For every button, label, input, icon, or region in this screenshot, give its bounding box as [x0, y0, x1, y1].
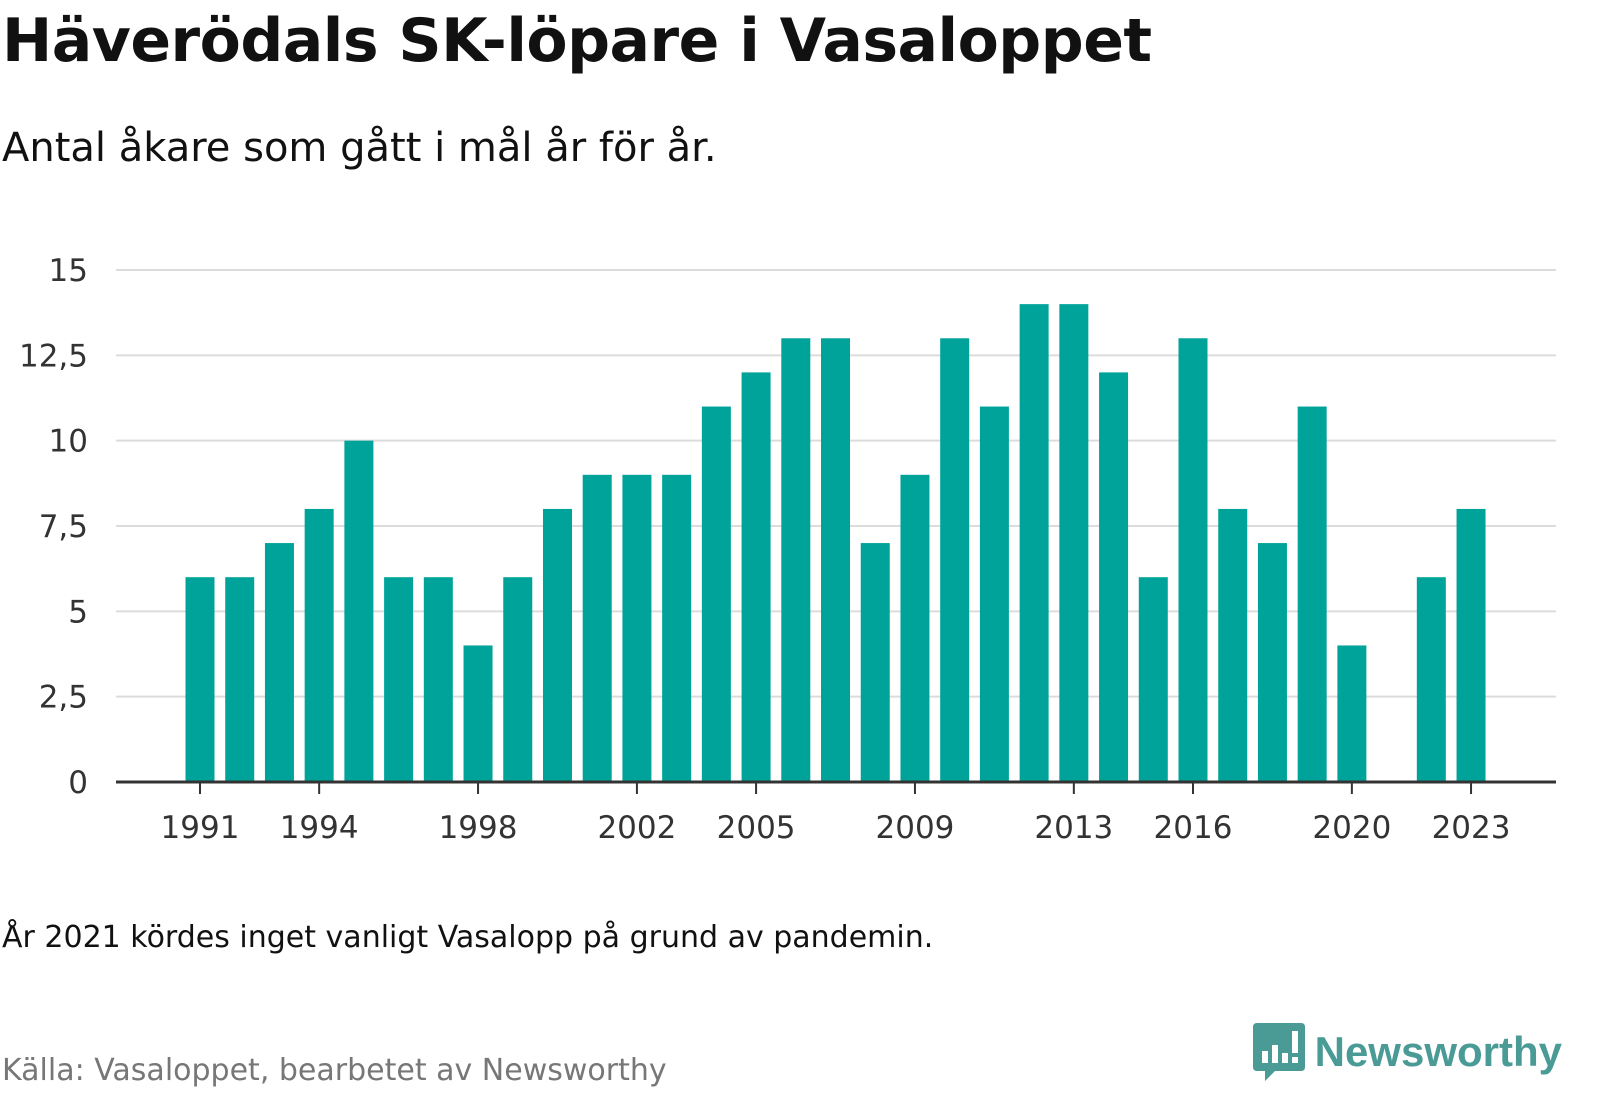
bar — [622, 474, 652, 782]
bar — [384, 577, 414, 782]
bar-chart: 0 2,5 5 7,5 10 12,5 15 1991 1994 1998 2002 2005 2009… — [19, 253, 1556, 846]
bar — [344, 440, 374, 782]
x-tick-label: 1998 — [439, 810, 518, 846]
x-tick-label: 1991 — [161, 810, 240, 846]
bar — [701, 406, 731, 782]
bar — [781, 338, 811, 782]
y-tick-label: 7,5 — [39, 509, 88, 545]
x-tick-label: 2020 — [1312, 810, 1391, 846]
bar — [503, 577, 533, 782]
y-tick-label: 12,5 — [19, 338, 88, 374]
source-credit: Källa: Vasaloppet, bearbetet av Newswort… — [2, 1053, 667, 1088]
newsworthy-logo-icon — [1252, 1023, 1305, 1081]
bar — [463, 645, 493, 782]
y-tick-label: 5 — [68, 594, 88, 630]
x-tick-label: 2016 — [1154, 810, 1233, 846]
bar — [1456, 508, 1486, 782]
bar — [900, 474, 930, 782]
bar — [423, 577, 453, 782]
y-tick-label: 10 — [49, 424, 88, 460]
y-tick-label: 15 — [49, 253, 88, 289]
bar — [185, 577, 215, 782]
bar — [264, 543, 294, 782]
chart-subtitle: Antal åkare som gått i mål år för år. — [2, 125, 717, 171]
bar — [1099, 372, 1129, 782]
bar — [225, 577, 255, 782]
bar — [1257, 543, 1287, 782]
bar — [1337, 645, 1367, 782]
bar — [1059, 304, 1089, 782]
x-tick-label: 2023 — [1432, 810, 1511, 846]
bar — [1019, 304, 1049, 782]
chart-title: Häverödals SK-löpare i Vasaloppet — [2, 6, 1152, 76]
newsworthy-logo: Newsworthy — [1252, 1023, 1562, 1081]
bar — [542, 508, 572, 782]
bar — [304, 508, 334, 782]
newsworthy-logo-text: Newsworthy — [1314, 1028, 1562, 1075]
bar — [662, 474, 692, 782]
x-tick-label: 2013 — [1034, 810, 1113, 846]
bar — [741, 372, 771, 782]
bars — [185, 304, 1486, 782]
y-tick-label: 0 — [68, 765, 88, 801]
bar — [940, 338, 970, 782]
bar — [821, 338, 851, 782]
bar — [979, 406, 1009, 782]
bar — [1297, 406, 1327, 782]
x-tick-label: 2002 — [597, 810, 676, 846]
bar — [1218, 508, 1248, 782]
x-tick-label: 2005 — [717, 810, 796, 846]
axes: 0 2,5 5 7,5 10 12,5 15 1991 1994 1998 2002 2005 2009… — [19, 253, 1556, 846]
y-tick-label: 2,5 — [39, 680, 88, 716]
bar — [1138, 577, 1168, 782]
footnote: År 2021 kördes inget vanligt Vasalopp på… — [2, 920, 934, 955]
bar — [582, 474, 612, 782]
x-tick-label: 2009 — [876, 810, 955, 846]
bar — [1416, 577, 1446, 782]
x-tick-label: 1994 — [280, 810, 359, 846]
bar — [860, 543, 890, 782]
bar — [1178, 338, 1208, 782]
